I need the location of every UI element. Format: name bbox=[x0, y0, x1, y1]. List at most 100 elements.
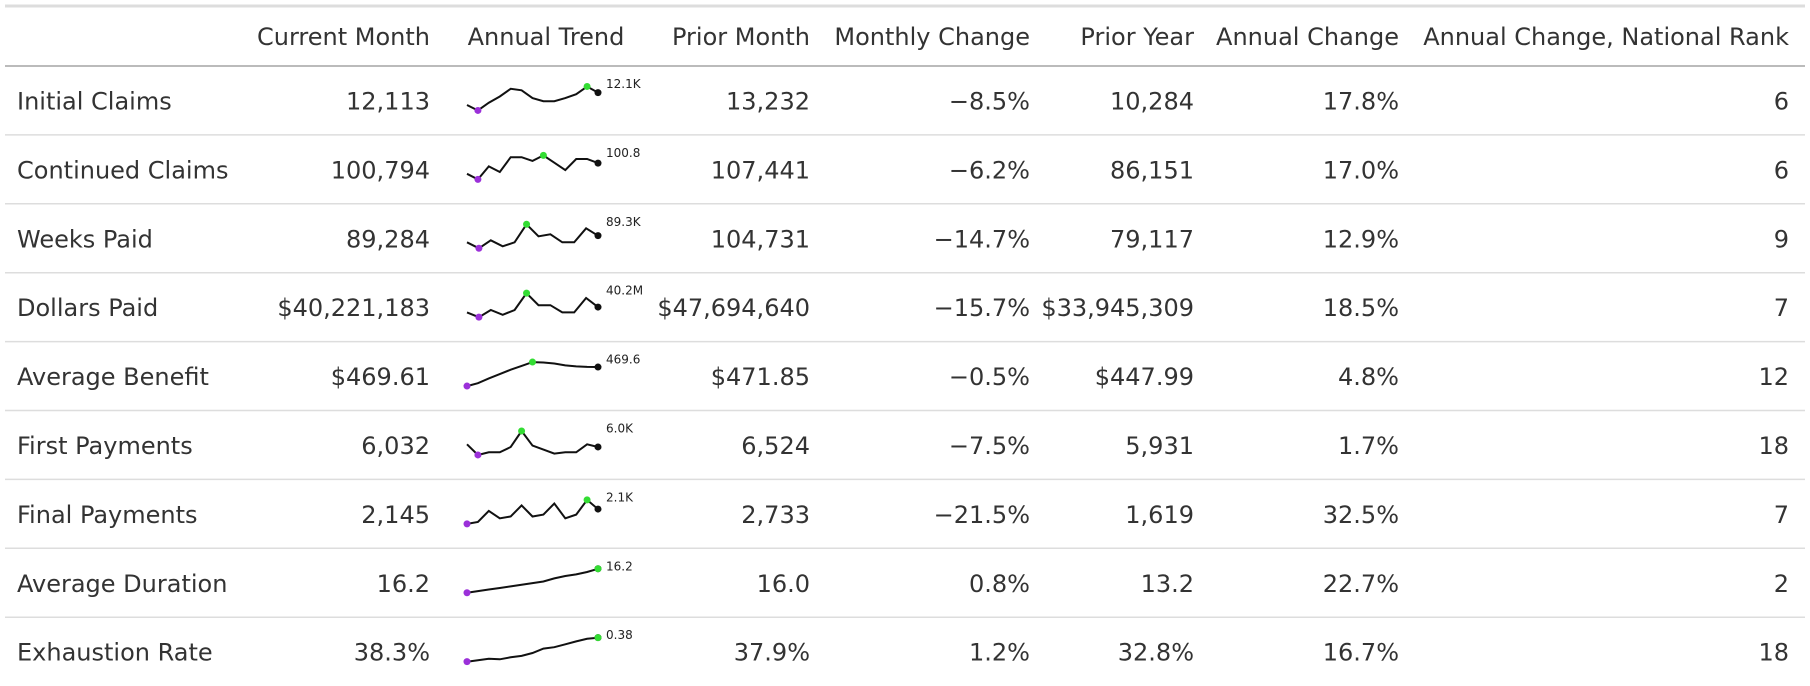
cell: $447.99 bbox=[1095, 363, 1194, 391]
spark-last bbox=[594, 232, 602, 240]
spark-max bbox=[539, 151, 547, 159]
spark-label: 6.0K bbox=[606, 421, 634, 435]
sparkline bbox=[466, 85, 599, 112]
spark-max bbox=[594, 565, 602, 573]
row-label: Exhaustion Rate bbox=[17, 639, 213, 667]
spark-label: 100.8 bbox=[606, 146, 640, 160]
sparkline bbox=[466, 222, 599, 250]
row-label: First Payments bbox=[17, 432, 193, 460]
cell: 4.8% bbox=[1338, 363, 1399, 391]
cell: 6 bbox=[1774, 87, 1789, 115]
cell: 9 bbox=[1774, 225, 1789, 253]
spark-min bbox=[475, 313, 483, 321]
cell: 16.0 bbox=[757, 570, 810, 598]
spark-max bbox=[583, 496, 591, 504]
sparkline bbox=[466, 291, 599, 319]
spark-last bbox=[594, 89, 602, 97]
cell: −7.5% bbox=[949, 432, 1030, 460]
spark-max bbox=[523, 220, 531, 228]
spark-max bbox=[583, 82, 591, 90]
cell: 13,232 bbox=[726, 87, 810, 115]
cell: 32.8% bbox=[1118, 639, 1194, 667]
spark-min bbox=[475, 244, 483, 252]
cell: −8.5% bbox=[949, 87, 1030, 115]
cell: 5,931 bbox=[1125, 432, 1194, 460]
cell: 1.7% bbox=[1338, 432, 1399, 460]
row-label: Weeks Paid bbox=[17, 225, 153, 253]
row-label: Average Benefit bbox=[17, 363, 209, 391]
cell: −15.7% bbox=[934, 294, 1030, 322]
column-header: Annual Change bbox=[1216, 23, 1399, 51]
cell: 1.2% bbox=[969, 639, 1030, 667]
cell: 6,032 bbox=[361, 432, 430, 460]
cell: $33,945,309 bbox=[1041, 294, 1194, 322]
row-label: Average Duration bbox=[17, 570, 227, 598]
cell: 104,731 bbox=[711, 225, 810, 253]
spark-min bbox=[463, 520, 471, 528]
spark-label: 2.1K bbox=[606, 490, 634, 504]
column-header: Annual Trend bbox=[468, 23, 625, 51]
cell: −21.5% bbox=[934, 501, 1030, 529]
cell: 18 bbox=[1758, 639, 1789, 667]
spark-max bbox=[529, 358, 536, 366]
column-header: Prior Year bbox=[1080, 23, 1194, 51]
cell: −6.2% bbox=[949, 156, 1030, 184]
spark-min bbox=[463, 382, 471, 390]
row-label: Continued Claims bbox=[17, 156, 228, 184]
spark-label: 89.3K bbox=[606, 215, 642, 229]
cell: 17.8% bbox=[1323, 87, 1399, 115]
cell: 18 bbox=[1758, 432, 1789, 460]
cell: 12,113 bbox=[346, 87, 430, 115]
spark-label: 469.6 bbox=[606, 353, 640, 367]
spark-last bbox=[594, 443, 602, 451]
row-label: Dollars Paid bbox=[17, 294, 158, 322]
cell: 2 bbox=[1774, 570, 1789, 598]
sparkline bbox=[466, 567, 599, 594]
cell: $40,221,183 bbox=[277, 294, 430, 322]
cell: 79,117 bbox=[1110, 225, 1194, 253]
spark-max bbox=[523, 289, 531, 297]
cell: −14.7% bbox=[934, 225, 1030, 253]
column-header: Annual Change, National Rank bbox=[1423, 23, 1789, 51]
cell: 16.7% bbox=[1323, 639, 1399, 667]
cell: 1,619 bbox=[1125, 501, 1194, 529]
row-label: Final Payments bbox=[17, 501, 198, 529]
cell: 38.3% bbox=[354, 639, 430, 667]
spark-min bbox=[474, 175, 482, 183]
sparkline bbox=[466, 636, 599, 663]
spark-max bbox=[518, 427, 526, 435]
column-header: Prior Month bbox=[672, 23, 810, 51]
spark-min bbox=[474, 451, 482, 459]
cell: 0.8% bbox=[969, 570, 1030, 598]
spark-last bbox=[594, 159, 602, 167]
spark-min bbox=[474, 106, 482, 114]
cell: 100,794 bbox=[331, 156, 430, 184]
cell: 10,284 bbox=[1110, 87, 1194, 115]
sparkline bbox=[466, 154, 599, 181]
spark-label: 12.1K bbox=[606, 77, 642, 91]
cell: 2,145 bbox=[361, 501, 430, 529]
spark-label: 40.2M bbox=[606, 284, 643, 298]
column-header: Current Month bbox=[257, 23, 430, 51]
column-header: Monthly Change bbox=[834, 23, 1030, 51]
cell: −0.5% bbox=[949, 363, 1030, 391]
cell: 86,151 bbox=[1110, 156, 1194, 184]
cell: 7 bbox=[1774, 294, 1789, 322]
cell: 12 bbox=[1758, 363, 1789, 391]
spark-last bbox=[594, 303, 602, 311]
cell: 22.7% bbox=[1323, 570, 1399, 598]
cell: 2,733 bbox=[741, 501, 810, 529]
sparkline bbox=[466, 429, 599, 457]
cell: 89,284 bbox=[346, 225, 430, 253]
cell: $469.61 bbox=[331, 363, 430, 391]
spark-max bbox=[594, 634, 602, 642]
cell: 6,524 bbox=[741, 432, 810, 460]
cell: 17.0% bbox=[1323, 156, 1399, 184]
spark-last bbox=[594, 505, 602, 513]
spark-last bbox=[594, 363, 602, 371]
cell: 7 bbox=[1774, 501, 1789, 529]
spark-min bbox=[463, 589, 471, 597]
cell: 16.2 bbox=[377, 570, 430, 598]
